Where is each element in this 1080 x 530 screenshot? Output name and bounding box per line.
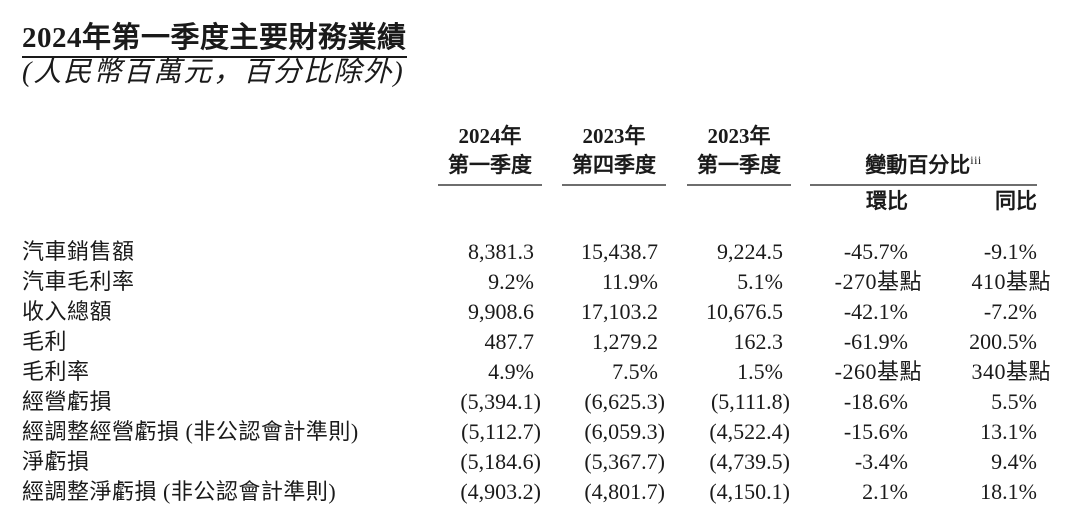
table-cell: -18.6% bbox=[843, 389, 908, 414]
table-cell: -15.6% bbox=[843, 419, 908, 444]
financial-table: 2024年 第一季度 2023年 第四季度 2023年 第一季度 變動百分比ii… bbox=[22, 118, 1051, 507]
table-row: 汽車毛利率 9.2% 11.9% 5.1% -270基點 410基點 bbox=[22, 267, 1051, 297]
table-cell: (4,522.4) bbox=[709, 419, 790, 444]
table-cell: 17,103.2 bbox=[581, 299, 658, 324]
table-subheader-row: 環比 同比 bbox=[22, 186, 1037, 216]
table-cell: (4,903.2) bbox=[460, 479, 541, 504]
row-label: 毛利率 bbox=[22, 359, 90, 384]
table-cell: (4,150.1) bbox=[709, 479, 790, 504]
table-cell: -270基點 bbox=[834, 269, 922, 294]
column-header-2023-q4: 2023年 第四季度 bbox=[562, 122, 666, 186]
column-header-change-percent: 變動百分比iii bbox=[810, 146, 1037, 186]
subheader-qoq: 環比 bbox=[866, 189, 908, 213]
table-cell: (5,184.6) bbox=[460, 449, 541, 474]
table-cell: 5.5% bbox=[991, 389, 1037, 414]
table-cell: 10,676.5 bbox=[706, 299, 783, 324]
table-header-row: 2024年 第一季度 2023年 第四季度 2023年 第一季度 變動百分比ii… bbox=[22, 118, 1037, 186]
table-cell: 200.5% bbox=[969, 329, 1037, 354]
table-row: 經調整淨虧損 (非公認會計準則) (4,903.2) (4,801.7) (4,150… bbox=[22, 477, 1037, 507]
table-cell: (5,367.7) bbox=[584, 449, 665, 474]
table-cell: 13.1% bbox=[980, 419, 1037, 444]
report-title: 2024年第一季度主要財務業績 bbox=[22, 23, 407, 58]
table-cell: 162.3 bbox=[733, 329, 784, 354]
table-cell: 1.5% bbox=[737, 359, 783, 384]
table-row: 經調整經營虧損 (非公認會計準則) (5,112.7) (6,059.3) (4,52… bbox=[22, 417, 1037, 447]
row-label: 經調整淨虧損 (非公認會計準則) bbox=[22, 479, 337, 504]
footnote-marker: iii bbox=[970, 153, 982, 167]
table-cell: -9.1% bbox=[983, 239, 1037, 264]
header-body-spacer bbox=[22, 216, 1037, 237]
table-cell: 15,438.7 bbox=[581, 239, 658, 264]
table-cell: 9,224.5 bbox=[717, 239, 783, 264]
table-cell: 18.1% bbox=[980, 479, 1037, 504]
table-row: 經營虧損 (5,394.1) (6,625.3) (5,111.8) -18.6% 5.5… bbox=[22, 387, 1037, 417]
row-label: 收入總額 bbox=[22, 299, 113, 324]
table-cell: -3.4% bbox=[854, 449, 908, 474]
table-cell: -45.7% bbox=[843, 239, 908, 264]
table-row: 毛利率 4.9% 7.5% 1.5% -260基點 340基點 bbox=[22, 357, 1051, 387]
table-row: 毛利 487.7 1,279.2 162.3 -61.9% 200.5% bbox=[22, 327, 1037, 357]
table-cell: 487.7 bbox=[484, 329, 535, 354]
table-row: 汽車銷售額 8,381.3 15,438.7 9,224.5 -45.7% -9.1% bbox=[22, 237, 1037, 267]
table-cell: 5.1% bbox=[737, 269, 783, 294]
table-cell: 8,381.3 bbox=[468, 239, 534, 264]
table-body: 汽車銷售額 8,381.3 15,438.7 9,224.5 -45.7% -9.1% 汽車… bbox=[22, 237, 1051, 507]
row-label: 毛利 bbox=[22, 329, 68, 354]
table-cell: 7.5% bbox=[612, 359, 658, 384]
table-cell: (5,112.7) bbox=[461, 419, 541, 444]
table-cell: 4.9% bbox=[488, 359, 534, 384]
table-cell: (6,625.3) bbox=[584, 389, 665, 414]
table-row: 收入總額 9,908.6 17,103.2 10,676.5 -42.1% -7.2% bbox=[22, 297, 1037, 327]
row-label: 經營虧損 bbox=[22, 389, 113, 414]
table-cell: -42.1% bbox=[843, 299, 908, 324]
table-cell: 410基點 bbox=[971, 269, 1051, 294]
table-cell: (4,801.7) bbox=[584, 479, 665, 504]
row-label: 汽車銷售額 bbox=[22, 239, 135, 264]
table-cell: (6,059.3) bbox=[584, 419, 665, 444]
table-cell: 340基點 bbox=[971, 359, 1051, 384]
table-row: 淨虧損 (5,184.6) (5,367.7) (4,739.5) -3.4% 9.4% bbox=[22, 447, 1037, 477]
row-label: 淨虧損 bbox=[22, 449, 90, 474]
table-cell: 9.4% bbox=[991, 449, 1037, 474]
table-cell: -260基點 bbox=[834, 359, 922, 384]
row-label: 經調整經營虧損 (非公認會計準則) bbox=[22, 419, 359, 444]
table-cell: (4,739.5) bbox=[709, 449, 790, 474]
table-cell: (5,394.1) bbox=[460, 389, 541, 414]
table-cell: -7.2% bbox=[983, 299, 1037, 324]
table-cell: -61.9% bbox=[843, 329, 908, 354]
column-header-2024-q1: 2024年 第一季度 bbox=[438, 122, 542, 186]
report-subtitle: (人民幣百萬元，百分比除外) bbox=[22, 57, 405, 88]
table-cell: 11.9% bbox=[601, 269, 658, 294]
row-label: 汽車毛利率 bbox=[22, 269, 135, 294]
table-cell: 9,908.6 bbox=[468, 299, 534, 324]
table-cell: 2.1% bbox=[862, 479, 908, 504]
table-cell: 1,279.2 bbox=[592, 329, 658, 354]
table-cell: 9.2% bbox=[488, 269, 534, 294]
table-cell: (5,111.8) bbox=[710, 389, 790, 414]
subheader-yoy: 同比 bbox=[995, 189, 1037, 213]
column-header-2023-q1: 2023年 第一季度 bbox=[687, 122, 791, 186]
